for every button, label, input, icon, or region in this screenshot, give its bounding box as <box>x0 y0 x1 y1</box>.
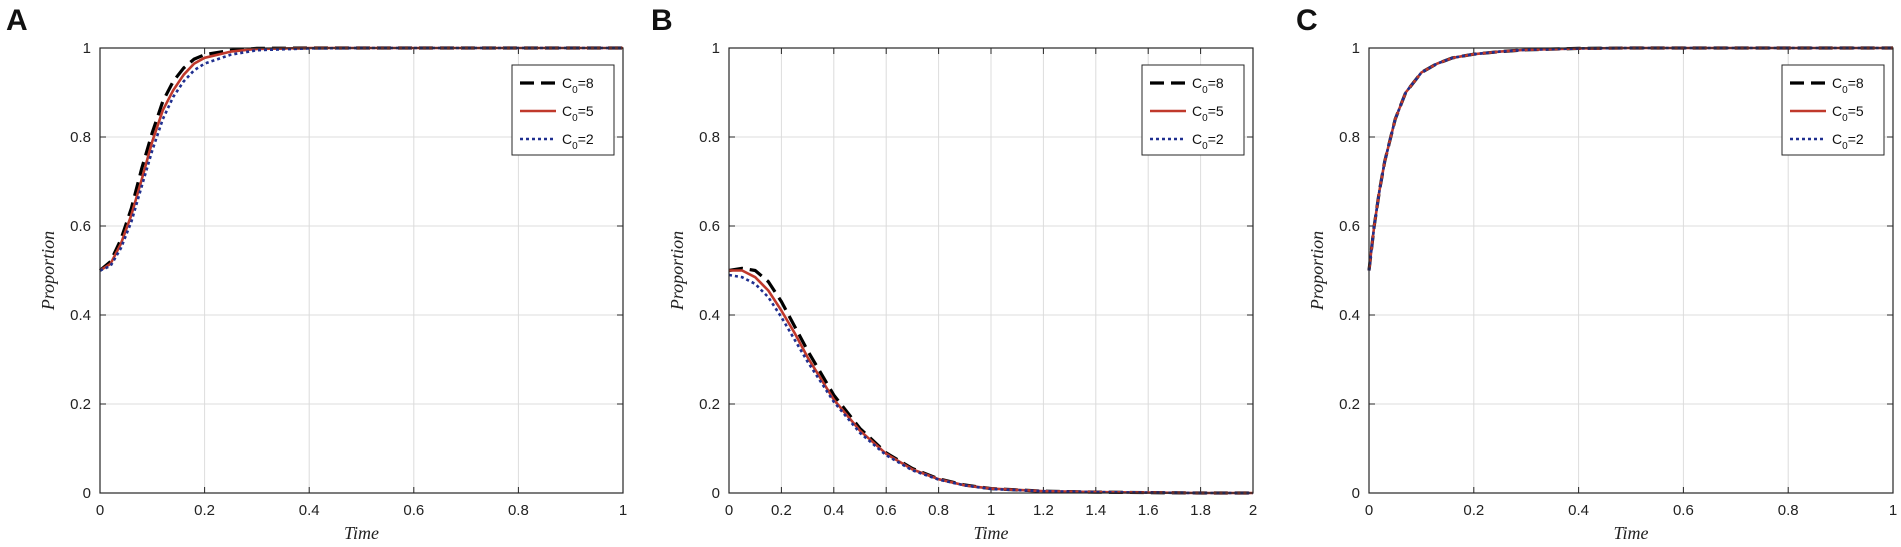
y-tick-label: 0.4 <box>699 307 720 324</box>
x-tick-label: 1 <box>987 502 995 519</box>
y-tick-label: 0 <box>712 485 720 502</box>
legend-entry-value: =8 <box>1848 75 1864 91</box>
y-tick-label: 1 <box>83 40 91 57</box>
x-axis-label: Time <box>344 523 379 543</box>
legend-entry-subscript: 0 <box>1842 113 1848 124</box>
x-tick-label: 0.4 <box>1568 502 1589 519</box>
legend-entry-label: C0=8 <box>1832 75 1864 96</box>
legend: C0=8C0=5C0=2 <box>1781 64 1885 156</box>
x-tick-label: 0.4 <box>823 502 844 519</box>
x-tick-label: 2 <box>1249 502 1257 519</box>
x-tick-label: 0.8 <box>928 502 949 519</box>
legend-entry-main: C <box>562 103 572 119</box>
x-tick-label: 1.8 <box>1190 502 1211 519</box>
legend-entry-subscript: 0 <box>1202 141 1208 152</box>
axes-frame <box>728 47 1254 494</box>
legend-entry-subscript: 0 <box>1202 113 1208 124</box>
legend-entry-value: =2 <box>1848 131 1864 147</box>
legend-entry-value: =5 <box>578 103 594 119</box>
y-tick-label: 0.6 <box>70 218 91 235</box>
y-tick-label: 1 <box>712 40 720 57</box>
panel-letter: A <box>6 4 28 37</box>
legend-entry-subscript: 0 <box>572 113 578 124</box>
y-axis-label: Proportion <box>667 231 687 311</box>
x-tick-label: 0 <box>1365 502 1373 519</box>
chart-panel-a: A 0 0.2 0.4 0.6 0.8 1 0 0.2 0.4 0.6 0.8 1 Time Proport… <box>6 4 627 543</box>
x-tick-label: 0 <box>96 502 104 519</box>
x-tick-label: 0.6 <box>403 502 424 519</box>
legend-entry-subscript: 0 <box>1842 85 1848 96</box>
legend-entry-label: C0=8 <box>1192 75 1224 96</box>
legend-entry-subscript: 0 <box>1842 141 1848 152</box>
series-line-c0-5 <box>729 269 1253 495</box>
legend-entry-value: =5 <box>1848 103 1864 119</box>
legend-entry-label: C0=2 <box>562 131 594 152</box>
x-tick-label: 0.2 <box>194 502 215 519</box>
legend-entry-label: C0=2 <box>1192 131 1224 152</box>
legend-entry-subscript: 0 <box>1202 85 1208 96</box>
legend-entry-label: C0=5 <box>1192 103 1224 124</box>
legend-entry-main: C <box>1192 75 1202 91</box>
y-tick-label: 0.2 <box>70 396 91 413</box>
y-tick-label: 0.8 <box>70 129 91 146</box>
x-axis-label: Time <box>973 523 1008 543</box>
y-tick-label: 0.4 <box>70 307 91 324</box>
legend-entry-main: C <box>562 131 572 147</box>
legend-entry-value: =5 <box>1208 103 1224 119</box>
legend-entry-main: C <box>1192 131 1202 147</box>
x-tick-label: 1 <box>1889 502 1897 519</box>
y-tick-label: 0.8 <box>1339 129 1360 146</box>
x-tick-label: 0.4 <box>299 502 320 519</box>
legend-entry-label: C0=2 <box>1832 131 1864 152</box>
chart-panel-b: B 0 0.2 0.4 0.6 0.8 1 1.2 1.4 1.6 1.8 2 0 0.2 0.4 0.6 0.… <box>651 4 1257 543</box>
x-tick-label: 0.6 <box>876 502 897 519</box>
axes-frame <box>99 47 624 494</box>
x-tick-label: 0.6 <box>1673 502 1694 519</box>
legend-entry-main: C <box>1832 75 1842 91</box>
x-tick-label: 0.8 <box>1778 502 1799 519</box>
legend-entry-main: C <box>562 75 572 91</box>
legend-entry-subscript: 0 <box>572 141 578 152</box>
legend: C0=8C0=5C0=2 <box>511 64 615 156</box>
x-tick-label: 1.6 <box>1138 502 1159 519</box>
legend-entry-subscript: 0 <box>572 85 578 96</box>
y-tick-label: 1 <box>1352 40 1360 57</box>
y-tick-label: 0.8 <box>699 129 720 146</box>
legend-entry-label: C0=5 <box>1832 103 1864 124</box>
y-tick-label: 0 <box>83 485 91 502</box>
y-tick-label: 0.2 <box>1339 396 1360 413</box>
x-tick-label: 0.8 <box>508 502 529 519</box>
y-tick-label: 0.4 <box>1339 307 1360 324</box>
legend-entry-value: =2 <box>578 131 594 147</box>
x-tick-label: 0 <box>725 502 733 519</box>
legend-entry-label: C0=5 <box>562 103 594 124</box>
legend-entry-value: =2 <box>1208 131 1224 147</box>
legend-entry-label: C0=8 <box>562 75 594 96</box>
y-axis-label: Proportion <box>1307 231 1327 311</box>
y-tick-label: 0 <box>1352 485 1360 502</box>
x-tick-label: 1 <box>619 502 627 519</box>
chart-panel-c: C0 0.2 0.4 0.6 0.8 100.20.40.60.81TimeProport… <box>1296 4 1897 543</box>
y-tick-label: 0.2 <box>699 396 720 413</box>
y-tick-label: 0.6 <box>699 218 720 235</box>
legend-entry-main: C <box>1832 131 1842 147</box>
panel-letter: C <box>1296 4 1318 37</box>
y-axis-label: Proportion <box>38 231 58 311</box>
series-line-c0-2 <box>99 46 623 272</box>
series-line-c0-2 <box>1367 46 1893 271</box>
legend-entry-main: C <box>1192 103 1202 119</box>
y-tick-label: 0.6 <box>1339 218 1360 235</box>
axes-frame <box>1368 47 1894 494</box>
x-tick-label: 1.4 <box>1085 502 1106 519</box>
legend-entry-value: =8 <box>578 75 594 91</box>
legend-entry-main: C <box>1832 103 1842 119</box>
x-tick-label: 0.2 <box>1463 502 1484 519</box>
x-tick-label: 1.2 <box>1033 502 1054 519</box>
x-axis-label: Time <box>1613 523 1648 543</box>
x-tick-label: 0.2 <box>771 502 792 519</box>
panel-letter: B <box>651 4 673 37</box>
legend: C0=8C0=5C0=2 <box>1141 64 1245 156</box>
legend-entry-value: =8 <box>1208 75 1224 91</box>
